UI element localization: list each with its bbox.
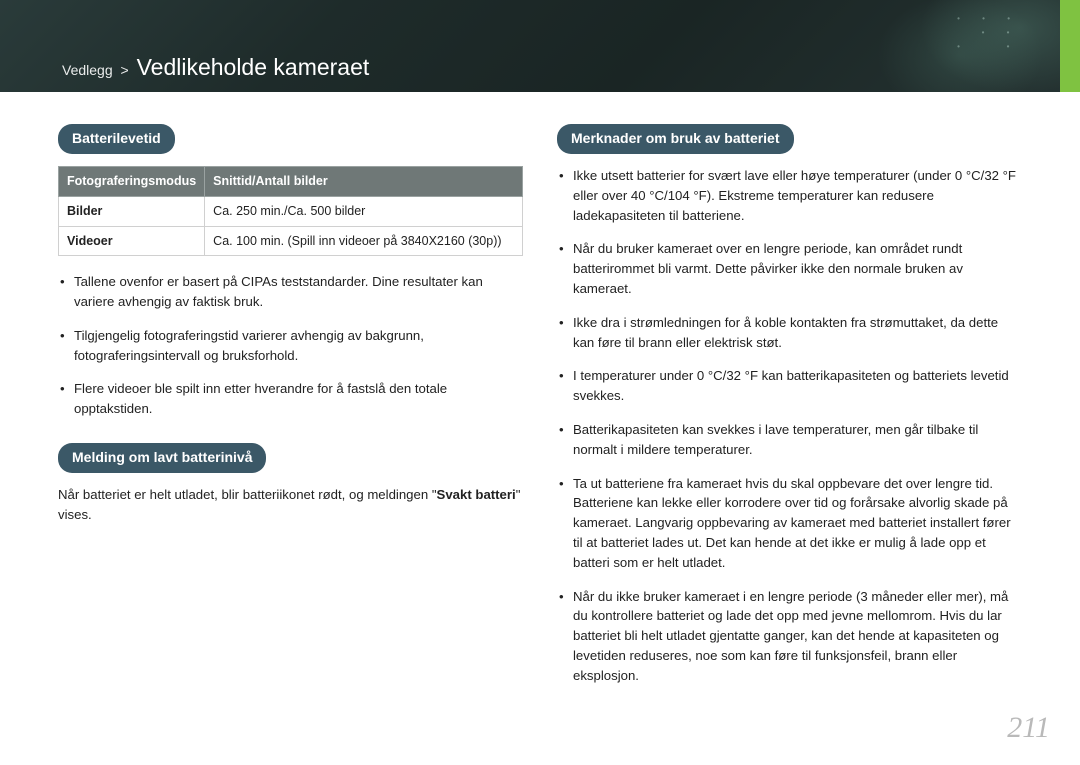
content-columns: Batterilevetid Fotograferingsmodus Snitt… [0,92,1080,710]
list-item: Når du bruker kameraet over en lengre pe… [557,239,1022,298]
low-battery-paragraph: Når batteriet er helt utladet, blir batt… [58,485,523,525]
list-item: Når du ikke bruker kameraet i en lengre … [557,587,1022,686]
list-item: Ta ut batteriene fra kameraet hvis du sk… [557,474,1022,573]
list-item: Tallene ovenfor er basert på CIPAs tests… [58,272,523,312]
battery-life-table: Fotograferingsmodus Snittid/Antall bilde… [58,166,523,256]
accent-bar [1060,0,1080,92]
battery-usage-notes: Ikke utsett batterier for svært lave ell… [557,166,1022,686]
list-item: Tilgjengelig fotograferingstid varierer … [58,326,523,366]
breadcrumb-separator: > [121,62,129,78]
right-column: Merknader om bruk av batteriet Ikke utse… [557,124,1022,710]
section-heading-battery-life: Batterilevetid [58,124,175,154]
table-cell-value: Ca. 250 min./Ca. 500 bilder [205,196,523,226]
breadcrumb: Vedlegg > Vedlikeholde kameraet [62,54,369,81]
table-row: Videoer Ca. 100 min. (Spill inn videoer … [59,226,523,256]
left-column: Batterilevetid Fotograferingsmodus Snitt… [58,124,523,710]
header-decor-dots: • • • • •• • [957,12,1020,54]
section-heading-battery-usage-notes: Merknader om bruk av batteriet [557,124,794,154]
breadcrumb-section: Vedlegg [62,62,113,78]
list-item: Batterikapasiteten kan svekkes i lave te… [557,420,1022,460]
table-header-value: Snittid/Antall bilder [205,167,523,197]
header-decor-swirl [680,0,1080,92]
para-text-bold: Svakt batteri [437,487,516,502]
list-item: Ikke dra i strømledningen for å koble ko… [557,313,1022,353]
table-row: Bilder Ca. 250 min./Ca. 500 bilder [59,196,523,226]
para-text-pre: Når batteriet er helt utladet, blir batt… [58,487,437,502]
table-header-mode: Fotograferingsmodus [59,167,205,197]
list-item: Ikke utsett batterier for svært lave ell… [557,166,1022,225]
list-item: I temperaturer under 0 °C/32 °F kan batt… [557,366,1022,406]
table-cell-mode: Bilder [59,196,205,226]
table-cell-mode: Videoer [59,226,205,256]
page-number: 211 [1007,711,1050,745]
page-header: • • • • •• • Vedlegg > Vedlikeholde kame… [0,0,1080,92]
battery-life-notes: Tallene ovenfor er basert på CIPAs tests… [58,272,523,419]
page-title: Vedlikeholde kameraet [137,54,370,80]
table-cell-value: Ca. 100 min. (Spill inn videoer på 3840X… [205,226,523,256]
list-item: Flere videoer ble spilt inn etter hveran… [58,379,523,419]
section-heading-low-battery: Melding om lavt batterinivå [58,443,266,473]
